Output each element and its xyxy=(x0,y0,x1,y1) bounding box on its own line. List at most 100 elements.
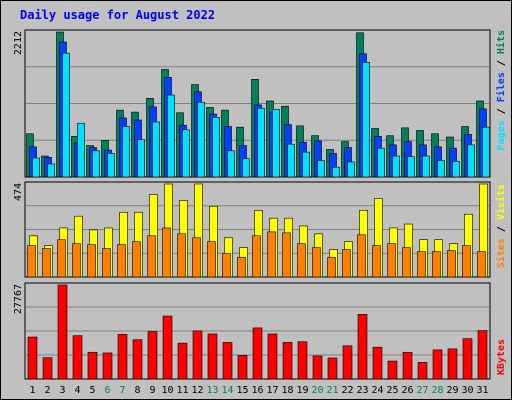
x-tick-label-14: 14 xyxy=(221,385,233,396)
pages-bar-20 xyxy=(317,160,325,178)
pages-bar-5 xyxy=(92,150,100,178)
x-tick-label-12: 12 xyxy=(191,385,203,396)
pages-bar-11 xyxy=(182,129,190,178)
x-tick-label-13: 13 xyxy=(206,385,218,396)
kbytes-bar-25 xyxy=(387,360,398,380)
pages-bar-16 xyxy=(257,107,265,178)
chart-title: Daily usage for August 2022 xyxy=(20,8,215,22)
x-tick-label-19: 19 xyxy=(296,385,308,396)
legend-visits: Visits xyxy=(495,184,507,220)
kbytes-bar-10 xyxy=(162,315,173,380)
x-tick-label-11: 11 xyxy=(176,385,188,396)
sites-bar-2 xyxy=(42,248,51,278)
kbytes-bar-13 xyxy=(207,333,218,380)
pages-bar-19 xyxy=(302,151,310,178)
sites-bar-24 xyxy=(372,245,381,278)
pages-bar-29 xyxy=(452,160,460,178)
x-tick-label-9: 9 xyxy=(149,385,155,396)
sites-bar-31 xyxy=(477,251,486,278)
x-tick-label-2: 2 xyxy=(44,385,50,396)
kbytes-bar-5 xyxy=(87,351,98,380)
x-tick-label-25: 25 xyxy=(386,385,398,396)
pages-bar-15 xyxy=(242,158,250,178)
pages-bar-3 xyxy=(62,52,70,178)
x-tick-label-22: 22 xyxy=(341,385,353,396)
y-max-label-kbytes: 27767 xyxy=(13,284,24,314)
pages-bar-7 xyxy=(122,126,130,178)
pages-bar-9 xyxy=(152,121,160,178)
y-max-label-hits: 2212 xyxy=(13,31,24,55)
sites-bar-22 xyxy=(342,249,351,278)
sites-bar-10 xyxy=(162,227,171,278)
kbytes-bar-8 xyxy=(132,339,143,380)
sites-bar-5 xyxy=(87,244,96,278)
x-tick-label-10: 10 xyxy=(161,385,173,396)
kbytes-bar-17 xyxy=(267,333,278,380)
legend-hits: Hits xyxy=(495,30,507,54)
x-tick-label-3: 3 xyxy=(59,385,65,396)
pages-bar-14 xyxy=(227,150,235,178)
sites-bar-9 xyxy=(147,235,156,278)
pages-bar-30 xyxy=(467,144,475,178)
pages-bar-2 xyxy=(47,163,55,178)
sites-bar-26 xyxy=(402,247,411,278)
pages-bar-6 xyxy=(107,153,115,178)
pages-bar-31 xyxy=(482,126,490,178)
kbytes-bar-4 xyxy=(72,335,83,380)
panel-kbytes: 27767 KBytes xyxy=(13,282,507,380)
sites-bar-14 xyxy=(222,253,231,278)
sites-bar-30 xyxy=(462,245,471,278)
kbytes-bar-29 xyxy=(447,348,458,380)
x-tick-label-23: 23 xyxy=(356,385,368,396)
kbytes-bar-1 xyxy=(27,336,38,380)
legend-sites: Sites xyxy=(495,238,507,268)
x-axis-labels: 1 2 3 4 5 6 7 8 9 10 11 12 13 14 15 16 17 18 19 20 21 22 23 24 2… xyxy=(29,385,488,396)
sites-bar-12 xyxy=(192,237,201,278)
sites-bar-23 xyxy=(357,234,366,278)
sites-bar-20 xyxy=(312,247,321,278)
sites-bar-11 xyxy=(177,233,186,278)
sites-bar-17 xyxy=(267,231,276,278)
x-tick-label-28: 28 xyxy=(431,385,443,396)
kbytes-bar-22 xyxy=(342,345,353,380)
sites-bar-25 xyxy=(387,243,396,278)
pages-bar-12 xyxy=(197,101,205,178)
kbytes-bar-30 xyxy=(462,338,473,380)
sites-bar-13 xyxy=(207,241,216,278)
sites-bar-6 xyxy=(102,248,111,278)
sites-bar-1 xyxy=(27,245,36,278)
panel-visits: 474 Sites / Visits xyxy=(13,181,507,278)
x-tick-label-29: 29 xyxy=(446,385,458,396)
legend-pages-files-hits: Pages / Files / Hits xyxy=(495,30,507,150)
sites-bar-3 xyxy=(57,239,66,278)
x-tick-label-18: 18 xyxy=(281,385,293,396)
pages-bar-24 xyxy=(377,147,385,178)
x-tick-label-21: 21 xyxy=(326,385,338,396)
sites-bar-19 xyxy=(297,243,306,278)
x-tick-label-16: 16 xyxy=(251,385,263,396)
pages-bar-28 xyxy=(437,160,445,178)
pages-bar-23 xyxy=(362,61,370,178)
kbytes-bar-21 xyxy=(327,357,338,380)
x-tick-label-31: 31 xyxy=(476,385,488,396)
sites-bar-28 xyxy=(432,251,441,278)
kbytes-bar-24 xyxy=(372,346,383,380)
pages-bar-4 xyxy=(77,122,85,178)
kbytes-bar-14 xyxy=(222,342,233,380)
kbytes-bar-19 xyxy=(297,341,308,380)
kbytes-bar-15 xyxy=(237,355,248,380)
x-tick-label-5: 5 xyxy=(89,385,95,396)
pages-bar-27 xyxy=(422,155,430,178)
x-tick-label-20: 20 xyxy=(311,385,323,396)
sites-bar-7 xyxy=(117,244,126,278)
kbytes-bar-11 xyxy=(177,342,188,380)
legend-files: Files xyxy=(495,72,507,102)
kbytes-bar-6 xyxy=(102,352,113,380)
x-tick-label-27: 27 xyxy=(416,385,428,396)
x-tick-label-26: 26 xyxy=(401,385,413,396)
x-tick-label-30: 30 xyxy=(461,385,473,396)
x-tick-label-4: 4 xyxy=(74,385,80,396)
kbytes-bar-2 xyxy=(42,357,53,380)
